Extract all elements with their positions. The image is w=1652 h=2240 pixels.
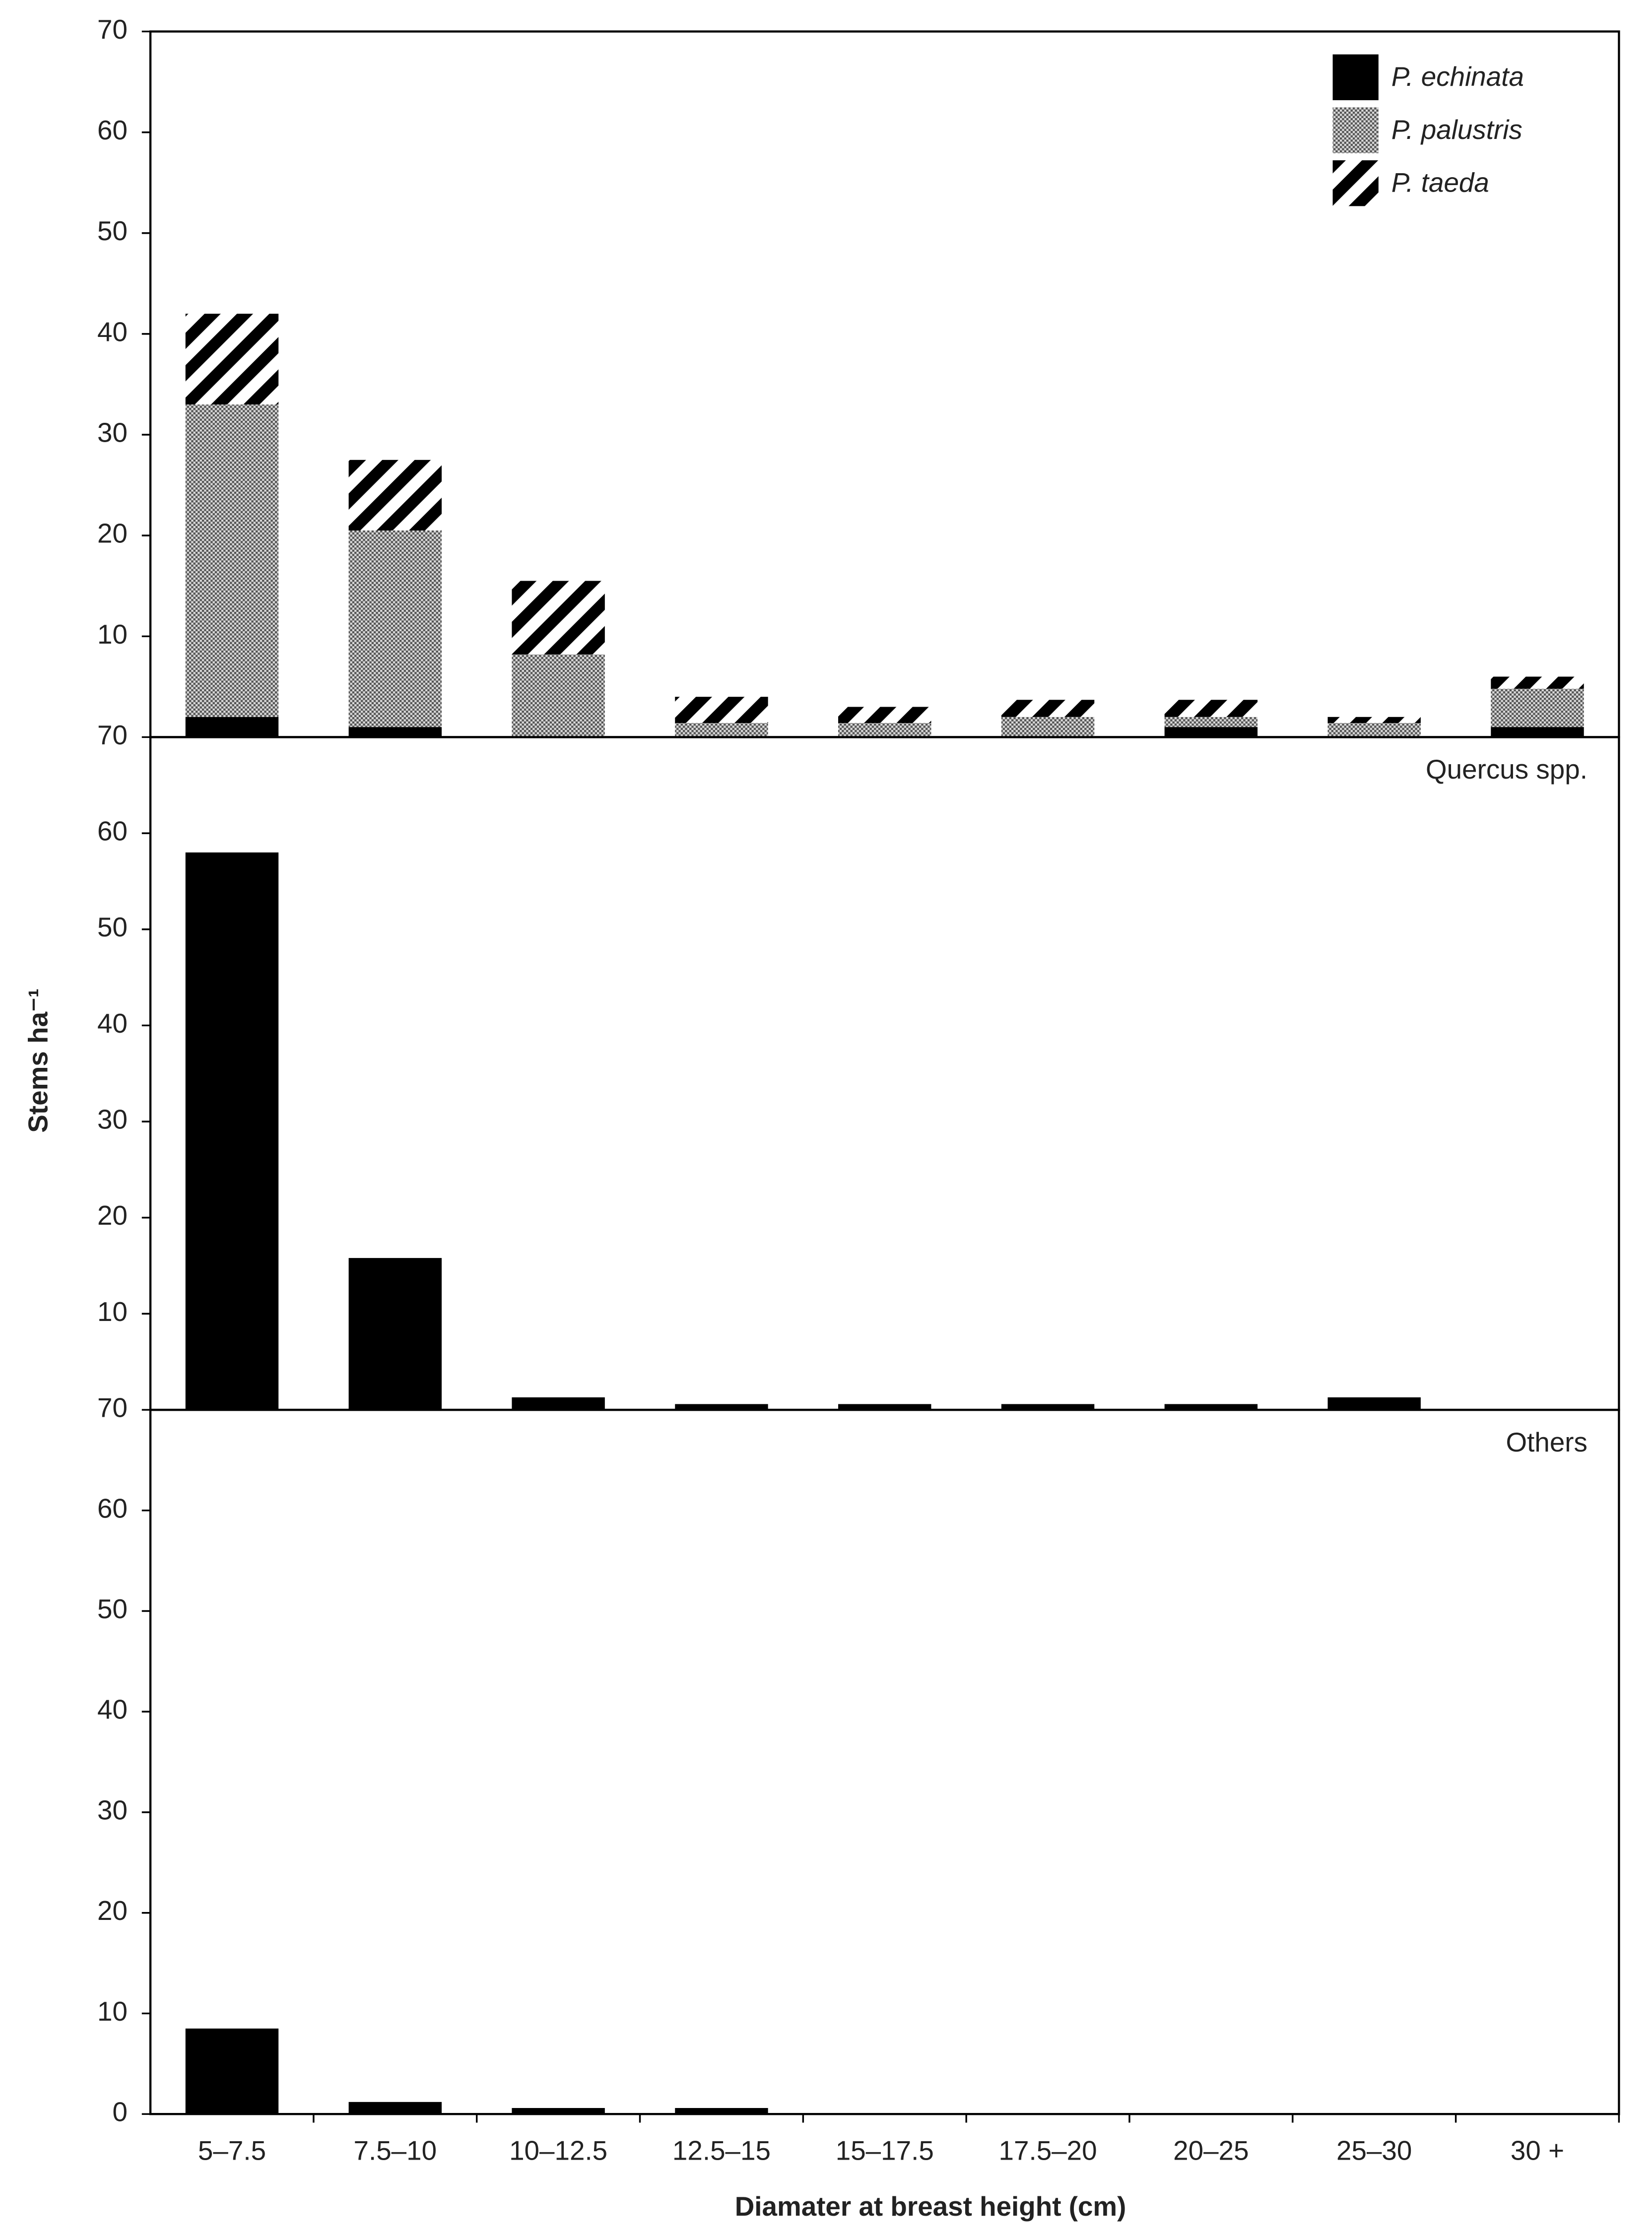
bar (838, 1404, 931, 1410)
y-tick-label: 40 (97, 1008, 128, 1039)
x-tick-label: 10–12.5 (509, 2135, 607, 2166)
x-axis-label: Diamater at breast height (cm) (735, 2191, 1126, 2222)
bar-segment (1164, 717, 1258, 727)
bar-segment (185, 404, 279, 717)
bar-segment (1327, 717, 1421, 723)
bar (185, 852, 279, 1410)
plot-frame (149, 1408, 1620, 2115)
y-tick-label: 30 (97, 417, 128, 448)
y-tick-label: 60 (97, 115, 128, 145)
bar (1001, 1404, 1095, 1410)
bar-segment (838, 707, 931, 723)
y-tick-label: 30 (97, 1104, 128, 1135)
y-tick-label: 70 (97, 720, 128, 750)
bar-segment (1164, 727, 1258, 737)
bar (1327, 1397, 1421, 1410)
legend-swatch (1332, 107, 1379, 153)
bar-segment (348, 460, 442, 531)
y-axis-label: Stems ha⁻¹ (22, 988, 53, 1133)
bar-segment (1491, 688, 1584, 727)
panel-label: Others (1506, 1427, 1587, 1457)
bar (512, 2108, 605, 2114)
legend-swatch (1332, 54, 1379, 100)
y-tick-label: 20 (97, 518, 128, 549)
legend-label: P. palustris (1391, 114, 1522, 145)
bar (348, 2102, 442, 2114)
legend-label: P. echinata (1391, 61, 1524, 92)
bar (185, 2028, 279, 2114)
bar-segment (675, 697, 768, 723)
y-tick-label: 40 (97, 316, 128, 347)
y-tick-label: 30 (97, 1794, 128, 1825)
y-tick-label: 50 (97, 1593, 128, 1624)
y-tick-label: 10 (97, 1996, 128, 2027)
y-tick-label: 50 (97, 215, 128, 246)
y-tick-label: 10 (97, 619, 128, 650)
x-tick-label: 7.5–10 (354, 2135, 437, 2166)
x-tick-label: 12.5–15 (672, 2135, 771, 2166)
bar-segment (1491, 727, 1584, 737)
y-tick-label: 20 (97, 1895, 128, 1926)
bar-segment (1327, 723, 1421, 737)
bar-segment (838, 723, 931, 737)
bar-segment (675, 723, 768, 737)
y-tick-label: 0 (112, 2097, 127, 2127)
x-tick-label: 17.5–20 (999, 2135, 1097, 2166)
bar (675, 2108, 768, 2114)
y-tick-label: 20 (97, 1200, 128, 1231)
bar-segment (512, 581, 605, 655)
y-tick-label: 70 (97, 1392, 128, 1423)
bar-segment (1001, 717, 1095, 737)
bar-segment (1491, 676, 1584, 689)
y-tick-label: 60 (97, 1493, 128, 1523)
x-tick-label: 20–25 (1173, 2135, 1249, 2166)
bar-segment (185, 314, 279, 405)
legend-label: P. taeda (1391, 167, 1489, 198)
y-tick-label: 50 (97, 912, 128, 942)
y-tick-label: 10 (97, 1296, 128, 1327)
bar-segment (348, 727, 442, 737)
legend-swatch (1332, 160, 1379, 206)
panel-label: Quercus spp. (1426, 754, 1587, 785)
bar-segment (1001, 700, 1095, 717)
y-tick-label: 70 (97, 14, 128, 45)
x-tick-label: 25–30 (1336, 2135, 1412, 2166)
bar-segment (348, 530, 442, 727)
y-tick-label: 40 (97, 1694, 128, 1725)
bar (512, 1397, 605, 1410)
x-tick-label: 15–17.5 (836, 2135, 934, 2166)
bar (1164, 1404, 1258, 1410)
bar (675, 1404, 768, 1410)
y-tick-label: 60 (97, 816, 128, 847)
bar (348, 1258, 442, 1410)
bar-segment (1164, 700, 1258, 717)
bar-segment (185, 717, 279, 737)
bar-segment (512, 654, 605, 737)
x-tick-label: 5–7.5 (198, 2135, 266, 2166)
x-tick-label: 30 + (1511, 2135, 1564, 2166)
